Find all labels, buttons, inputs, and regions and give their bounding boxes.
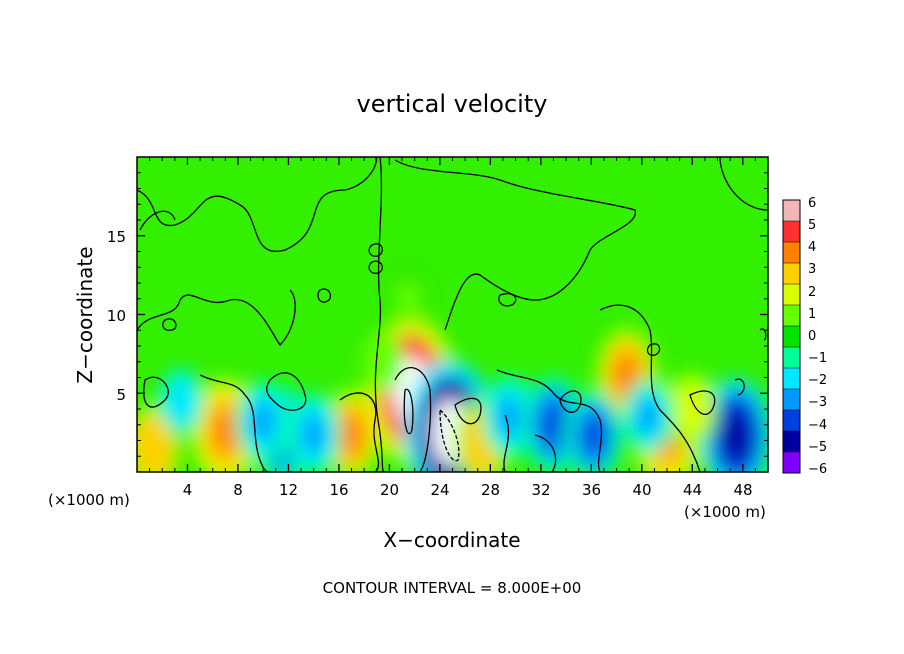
x-tick-label: 16 bbox=[329, 481, 348, 499]
x-tick-label: 28 bbox=[481, 481, 500, 499]
x-tick-label: 44 bbox=[683, 481, 702, 499]
contour-line bbox=[162, 318, 177, 331]
x-tick-label: 36 bbox=[582, 481, 601, 499]
contour-line bbox=[439, 408, 460, 462]
colorbar-swatch bbox=[783, 200, 800, 222]
contour-line bbox=[137, 157, 377, 253]
contour-interval-note: CONTOUR INTERVAL = 8.000E+00 bbox=[323, 579, 582, 597]
colorbar-label: 3 bbox=[808, 262, 816, 277]
colorbar-swatch bbox=[783, 452, 800, 474]
x-tick-label: 8 bbox=[233, 481, 243, 499]
field-core bbox=[302, 415, 325, 454]
colorbar bbox=[782, 199, 801, 474]
colorbar-swatch bbox=[783, 326, 800, 348]
contour-line bbox=[266, 372, 307, 411]
contour-lines bbox=[137, 157, 768, 472]
contour-line bbox=[368, 260, 383, 274]
x-tick-label: 32 bbox=[531, 481, 550, 499]
contour-line bbox=[317, 288, 332, 303]
contour-line bbox=[374, 157, 386, 472]
x-tick-label: 40 bbox=[632, 481, 651, 499]
colorbar-label: −6 bbox=[808, 462, 827, 477]
x-tick-label: 24 bbox=[430, 481, 449, 499]
contour-line bbox=[139, 210, 176, 231]
x-unit-right: (×1000 m) bbox=[684, 503, 766, 521]
contour-line bbox=[454, 397, 482, 425]
field-core bbox=[722, 409, 751, 463]
colorbar-swatch bbox=[783, 263, 800, 285]
contour-line bbox=[759, 328, 767, 341]
contour-line bbox=[199, 374, 271, 472]
x-unit-left: (×1000 m) bbox=[48, 491, 130, 509]
colorbar-swatch bbox=[783, 284, 800, 306]
colorbar-swatch bbox=[783, 242, 800, 264]
field-core bbox=[339, 412, 364, 457]
contour-line bbox=[137, 289, 296, 347]
y-axis-label: Z−coordinate bbox=[73, 246, 97, 383]
colorbar-swatch bbox=[783, 410, 800, 432]
y-tick-label: 5 bbox=[116, 386, 126, 404]
colorbar-label: −1 bbox=[808, 351, 827, 366]
field-core bbox=[682, 391, 703, 427]
colorbar-label: 0 bbox=[808, 329, 816, 344]
colorbar-swatch bbox=[783, 221, 800, 243]
colorbar-swatch bbox=[783, 368, 800, 390]
y-tick-label: 10 bbox=[107, 307, 126, 325]
contour-line bbox=[498, 293, 517, 307]
field-core bbox=[212, 407, 239, 455]
colorbar-label: −3 bbox=[808, 395, 827, 410]
contour-line bbox=[394, 367, 432, 472]
x-tick-label: 12 bbox=[279, 481, 298, 499]
contour-line bbox=[143, 376, 169, 408]
colorbar-label: −2 bbox=[808, 373, 827, 388]
x-tick-label: 4 bbox=[183, 481, 193, 499]
x-tick-label: 20 bbox=[380, 481, 399, 499]
field-core bbox=[374, 347, 392, 376]
contour-line bbox=[599, 304, 701, 472]
colorbar-swatch bbox=[783, 305, 800, 327]
velocity-field bbox=[137, 274, 768, 472]
field-core bbox=[252, 402, 274, 441]
contour-line bbox=[368, 243, 383, 257]
colorbar-label: −4 bbox=[808, 418, 827, 433]
contour-line bbox=[646, 343, 661, 356]
x-tick-label: 48 bbox=[733, 481, 752, 499]
colorbar-label: 1 bbox=[808, 307, 816, 322]
field-core bbox=[401, 287, 416, 311]
contour-line bbox=[394, 159, 636, 331]
contour-line bbox=[339, 392, 380, 472]
field-core bbox=[540, 401, 567, 448]
contour-line bbox=[559, 390, 582, 413]
contour-line bbox=[496, 369, 603, 472]
colorbar-label: 5 bbox=[808, 218, 816, 233]
colorbar-swatch bbox=[783, 389, 800, 411]
contour-line bbox=[503, 414, 510, 472]
y-tick-label: 15 bbox=[107, 228, 126, 246]
contour-line bbox=[734, 378, 745, 396]
plot-area bbox=[137, 157, 768, 472]
colorbar-swatch bbox=[783, 431, 800, 453]
colorbar-frame bbox=[782, 199, 801, 474]
colorbar-swatch bbox=[783, 347, 800, 369]
field-core bbox=[498, 397, 521, 437]
colorbar-label: 6 bbox=[808, 196, 816, 211]
colorbar-label: 2 bbox=[808, 285, 816, 300]
axis-ticks bbox=[137, 157, 768, 472]
chart-title: vertical velocity bbox=[357, 90, 548, 118]
contour-line bbox=[403, 388, 414, 435]
field-core bbox=[141, 425, 166, 468]
field-core bbox=[638, 399, 659, 435]
contour-line bbox=[689, 390, 716, 415]
x-axis-label: X−coordinate bbox=[383, 528, 520, 552]
contour-line bbox=[719, 157, 768, 211]
field-core bbox=[172, 385, 191, 417]
field-core bbox=[582, 414, 606, 457]
colorbar-label: 4 bbox=[808, 240, 816, 255]
colorbar-label: −5 bbox=[808, 440, 827, 455]
